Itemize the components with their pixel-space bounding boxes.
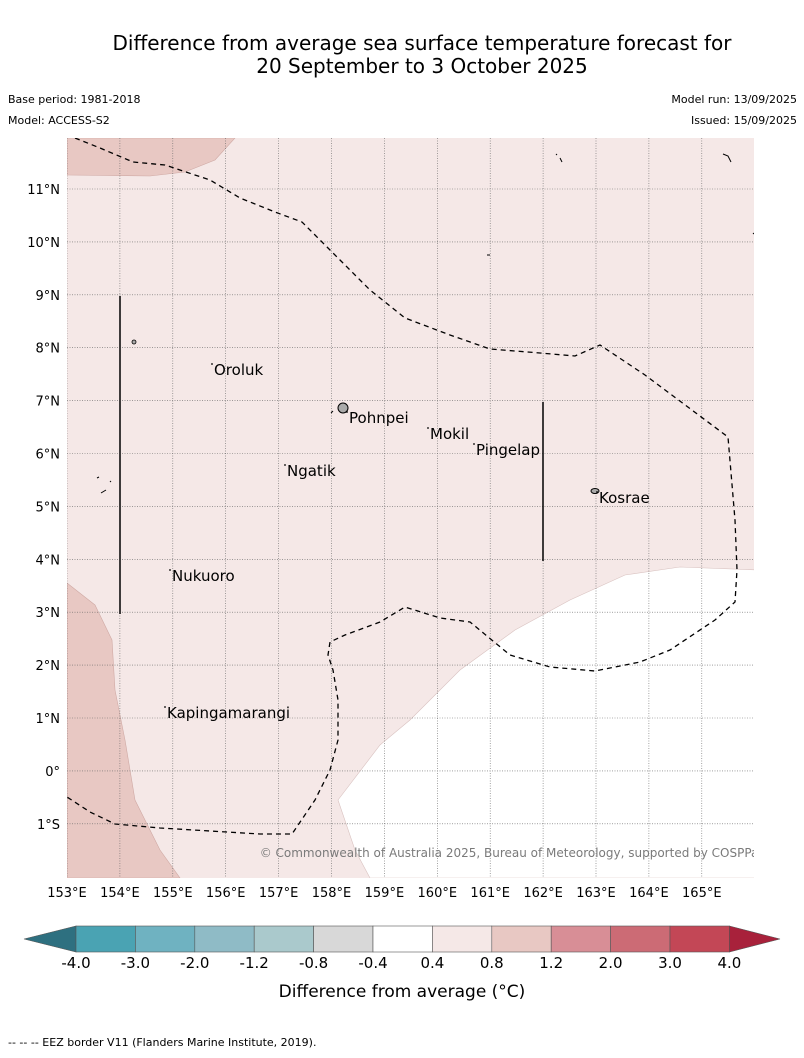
lon-label: 153°E bbox=[47, 886, 87, 901]
colorbar-tick: 2.0 bbox=[599, 954, 623, 972]
lat-label: 2°N bbox=[36, 659, 61, 674]
model-name: Model: ACCESS-S2 bbox=[8, 114, 110, 127]
lon-label: 165°E bbox=[682, 886, 722, 901]
chart-title: Difference from average sea surface temp… bbox=[0, 32, 804, 78]
lon-label: 161°E bbox=[470, 886, 510, 901]
map-area: Oroluk Pohnpei Mokil Pingelap Ngatik Kosrae Nu… bbox=[67, 138, 765, 878]
graticule bbox=[67, 138, 754, 878]
lat-label: 10°N bbox=[27, 236, 60, 251]
lon-label: 162°E bbox=[523, 886, 563, 901]
colorbar-tick: -0.4 bbox=[358, 954, 387, 972]
lat-label: 3°N bbox=[36, 606, 61, 621]
lon-label: 157°E bbox=[259, 886, 299, 901]
atoll-island bbox=[131, 339, 137, 345]
lat-label: 6°N bbox=[36, 448, 61, 463]
place-marker bbox=[596, 491, 598, 493]
colorbar-segment bbox=[550, 925, 611, 953]
colorbar-segment bbox=[313, 925, 374, 953]
lat-label: 9°N bbox=[36, 289, 61, 304]
place-marker bbox=[427, 427, 429, 429]
colorbar-segment bbox=[75, 925, 136, 953]
place-marker bbox=[211, 363, 213, 365]
colorbar-segment bbox=[669, 925, 730, 953]
colorbar-label: Difference from average (°C) bbox=[279, 982, 526, 1002]
longitude-labels: 153°E 154°E 155°E 156°E 157°E 158°E 159°E 160°E… bbox=[47, 886, 721, 901]
lon-label: 160°E bbox=[418, 886, 458, 901]
colorbar-tick: -0.8 bbox=[299, 954, 328, 972]
place-marker bbox=[284, 464, 286, 466]
colorbar-tick: -4.0 bbox=[61, 954, 90, 972]
pohnpei-island bbox=[337, 402, 349, 414]
lat-label: 1°S bbox=[37, 818, 60, 833]
colorbar-extend-high bbox=[729, 925, 781, 953]
colorbar-tick: -1.2 bbox=[240, 954, 269, 972]
colorbar-tick: 0.4 bbox=[420, 954, 444, 972]
colorbar-segment bbox=[194, 925, 255, 953]
lat-label: 7°N bbox=[36, 395, 61, 410]
eez-border bbox=[67, 138, 738, 835]
place-label: Kapingamarangi bbox=[167, 704, 290, 722]
lon-label: 154°E bbox=[100, 886, 140, 901]
issued-date: Issued: 15/09/2025 bbox=[690, 114, 797, 127]
lat-label: 1°N bbox=[36, 712, 61, 727]
lat-label: 11°N bbox=[27, 183, 60, 198]
title-line-1: Difference from average sea surface temp… bbox=[112, 31, 732, 55]
colorbar-tick: -2.0 bbox=[180, 954, 209, 972]
eez-footnote: -- -- -- EEZ border V11 (Flanders Marine… bbox=[8, 1036, 317, 1049]
lon-label: 158°E bbox=[312, 886, 352, 901]
lat-label: 5°N bbox=[36, 500, 61, 515]
latitude-labels: 11°N 10°N 9°N 8°N 7°N 6°N 5°N 4°N 3°N 2°N 1°N 0° 1°S bbox=[27, 183, 60, 833]
colorbar-tick: 1.2 bbox=[539, 954, 563, 972]
lat-label: 4°N bbox=[36, 553, 61, 568]
place-label: Kosrae bbox=[599, 489, 650, 507]
colorbar-tick: 3.0 bbox=[658, 954, 682, 972]
lon-label: 159°E bbox=[365, 886, 405, 901]
colorbar-tick-labels: -4.0 -3.0 -2.0 -1.2 -0.8 -0.4 0.4 0.8 1.2 2.0 3.0 4… bbox=[61, 954, 741, 972]
colorbar-tick: 4.0 bbox=[717, 954, 741, 972]
lat-label: 8°N bbox=[36, 342, 61, 357]
colorbar-segment bbox=[432, 925, 493, 953]
place-marker bbox=[346, 411, 348, 413]
colorbar-segments bbox=[23, 925, 781, 953]
anomaly-fill-0.8-1.2-north bbox=[67, 138, 236, 177]
title-line-2: 20 September to 3 October 2025 bbox=[256, 54, 588, 78]
colorbar-segment bbox=[372, 925, 433, 953]
place-marker bbox=[473, 443, 475, 445]
lon-label: 155°E bbox=[153, 886, 193, 901]
colorbar-segment bbox=[135, 925, 196, 953]
model-run: Model run: 13/09/2025 bbox=[671, 93, 797, 106]
map-credit: © Commonwealth of Australia 2025, Bureau… bbox=[260, 846, 765, 860]
place-label: Ngatik bbox=[287, 462, 336, 480]
anomaly-fill-neutral bbox=[337, 566, 754, 878]
base-period: Base period: 1981-2018 bbox=[8, 93, 141, 106]
colorbar-extend-low bbox=[23, 925, 77, 953]
place-label: Oroluk bbox=[214, 361, 263, 379]
place-label: Mokil bbox=[430, 425, 469, 443]
place-labels: Oroluk Pohnpei Mokil Pingelap Ngatik Kosrae Nu… bbox=[164, 361, 650, 722]
place-marker bbox=[164, 706, 166, 708]
place-label: Pohnpei bbox=[349, 409, 409, 427]
lon-label: 156°E bbox=[206, 886, 246, 901]
lon-label: 163°E bbox=[576, 886, 616, 901]
colorbar-segment bbox=[491, 925, 552, 953]
colorbar-tick: 0.8 bbox=[480, 954, 504, 972]
place-label: Pingelap bbox=[476, 441, 540, 459]
small-islands bbox=[96, 153, 754, 494]
colorbar-segment bbox=[253, 925, 314, 953]
colorbar-tick: -3.0 bbox=[121, 954, 150, 972]
lon-label: 164°E bbox=[629, 886, 669, 901]
place-marker bbox=[169, 569, 171, 571]
lat-label: 0° bbox=[45, 765, 60, 780]
place-label: Nukuoro bbox=[172, 567, 235, 585]
colorbar-segment bbox=[610, 925, 671, 953]
anomaly-fill-0.8-1.2-southwest bbox=[67, 582, 181, 878]
